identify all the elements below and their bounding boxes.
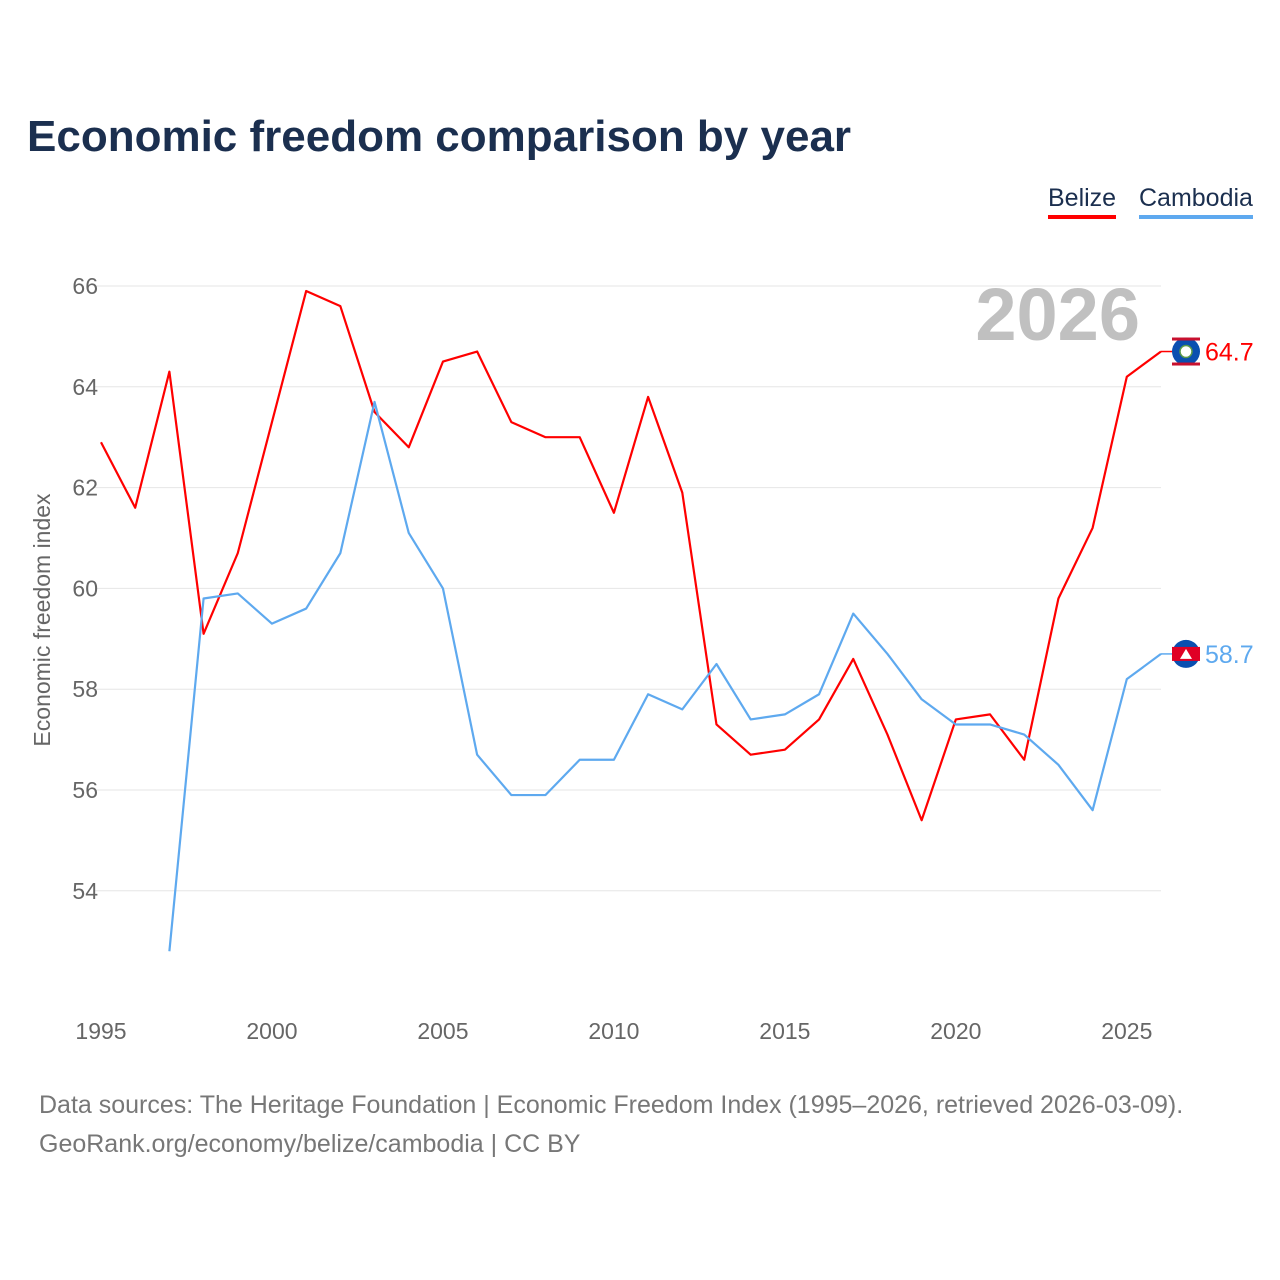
legend-belize[interactable]: Belize	[1048, 184, 1117, 219]
flag-belize-icon	[1172, 337, 1200, 366]
y-tick-label: 54	[72, 878, 98, 904]
x-tick-label: 2010	[588, 1018, 639, 1044]
chart-title: Economic freedom comparison by year	[27, 112, 852, 161]
y-tick-label: 58	[72, 676, 98, 702]
x-tick-label: 2005	[417, 1018, 468, 1044]
y-tick-label: 56	[72, 777, 98, 803]
x-tick-label: 1995	[75, 1018, 126, 1044]
flag-cambodia-icon	[1172, 639, 1200, 668]
year-watermark: 2026	[975, 273, 1140, 356]
end-label-belize: 64.7	[1205, 339, 1254, 367]
y-tick-label: 60	[72, 575, 98, 601]
x-tick-label: 2015	[759, 1018, 810, 1044]
y-axis-label: Economic freedom index	[29, 493, 55, 747]
source-link[interactable]: GeoRank.org/economy/belize/cambodia | CC…	[39, 1130, 581, 1158]
series-line-cambodia	[168, 400, 1162, 952]
x-tick-label: 2000	[246, 1018, 297, 1044]
y-tick-label: 64	[72, 374, 98, 400]
y-tick-label: 66	[72, 273, 98, 299]
x-tick-label: 2025	[1101, 1018, 1152, 1044]
y-tick-label: 62	[72, 475, 98, 501]
legend-cambodia[interactable]: Cambodia	[1139, 184, 1253, 219]
source-note: Data sources: The Heritage Foundation | …	[39, 1091, 1184, 1119]
x-tick-label: 2020	[930, 1018, 981, 1044]
end-label-cambodia: 58.7	[1205, 641, 1254, 669]
footer: Data sources: The Heritage Foundation | …	[39, 1086, 1183, 1164]
series-line-belize	[100, 289, 1162, 822]
